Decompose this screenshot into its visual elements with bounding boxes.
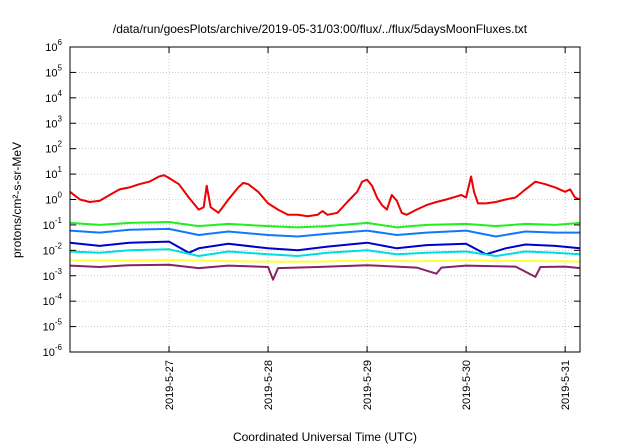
series-line-5 (70, 258, 581, 263)
y-tick-label: 10-5 (43, 318, 63, 334)
series-line-1 (69, 221, 581, 229)
y-tick-label: 10-3 (43, 267, 63, 283)
series-line-6 (69, 263, 581, 281)
y-tick-label: 10-6 (43, 343, 63, 359)
x-tick-label: 2019-5-30 (461, 360, 473, 410)
x-tick-label: 2019-5-29 (362, 360, 374, 410)
y-tick-label: 104 (45, 89, 62, 105)
x-tick-label: 2019-5-28 (263, 360, 275, 410)
chart-title: /data/run/goesPlots/archive/2019-05-31/0… (112, 22, 528, 36)
y-tick-label: 102 (45, 140, 62, 156)
y-tick-label: 101 (45, 165, 62, 181)
y-tick-label: 10-4 (43, 292, 63, 308)
series-line-0 (69, 174, 581, 218)
x-tick-label: 2019-5-31 (560, 360, 572, 410)
x-tick-label: 2019-5-27 (164, 360, 176, 410)
x-axis-label: Coordinated Universal Time (UTC) (232, 430, 418, 444)
series-line-2 (69, 227, 580, 238)
y-tick-label: 100 (45, 191, 62, 207)
y-tick-label: 103 (45, 114, 62, 130)
series-line-3 (69, 240, 581, 256)
series-line-4 (69, 248, 581, 257)
y-axis-label: protons/cm²-s-sr-MeV (10, 141, 24, 259)
y-tick-label: 10-1 (43, 216, 63, 232)
y-tick-label: 105 (45, 63, 62, 79)
y-tick-label: 10-2 (43, 241, 63, 257)
y-tick-label: 106 (45, 38, 62, 54)
